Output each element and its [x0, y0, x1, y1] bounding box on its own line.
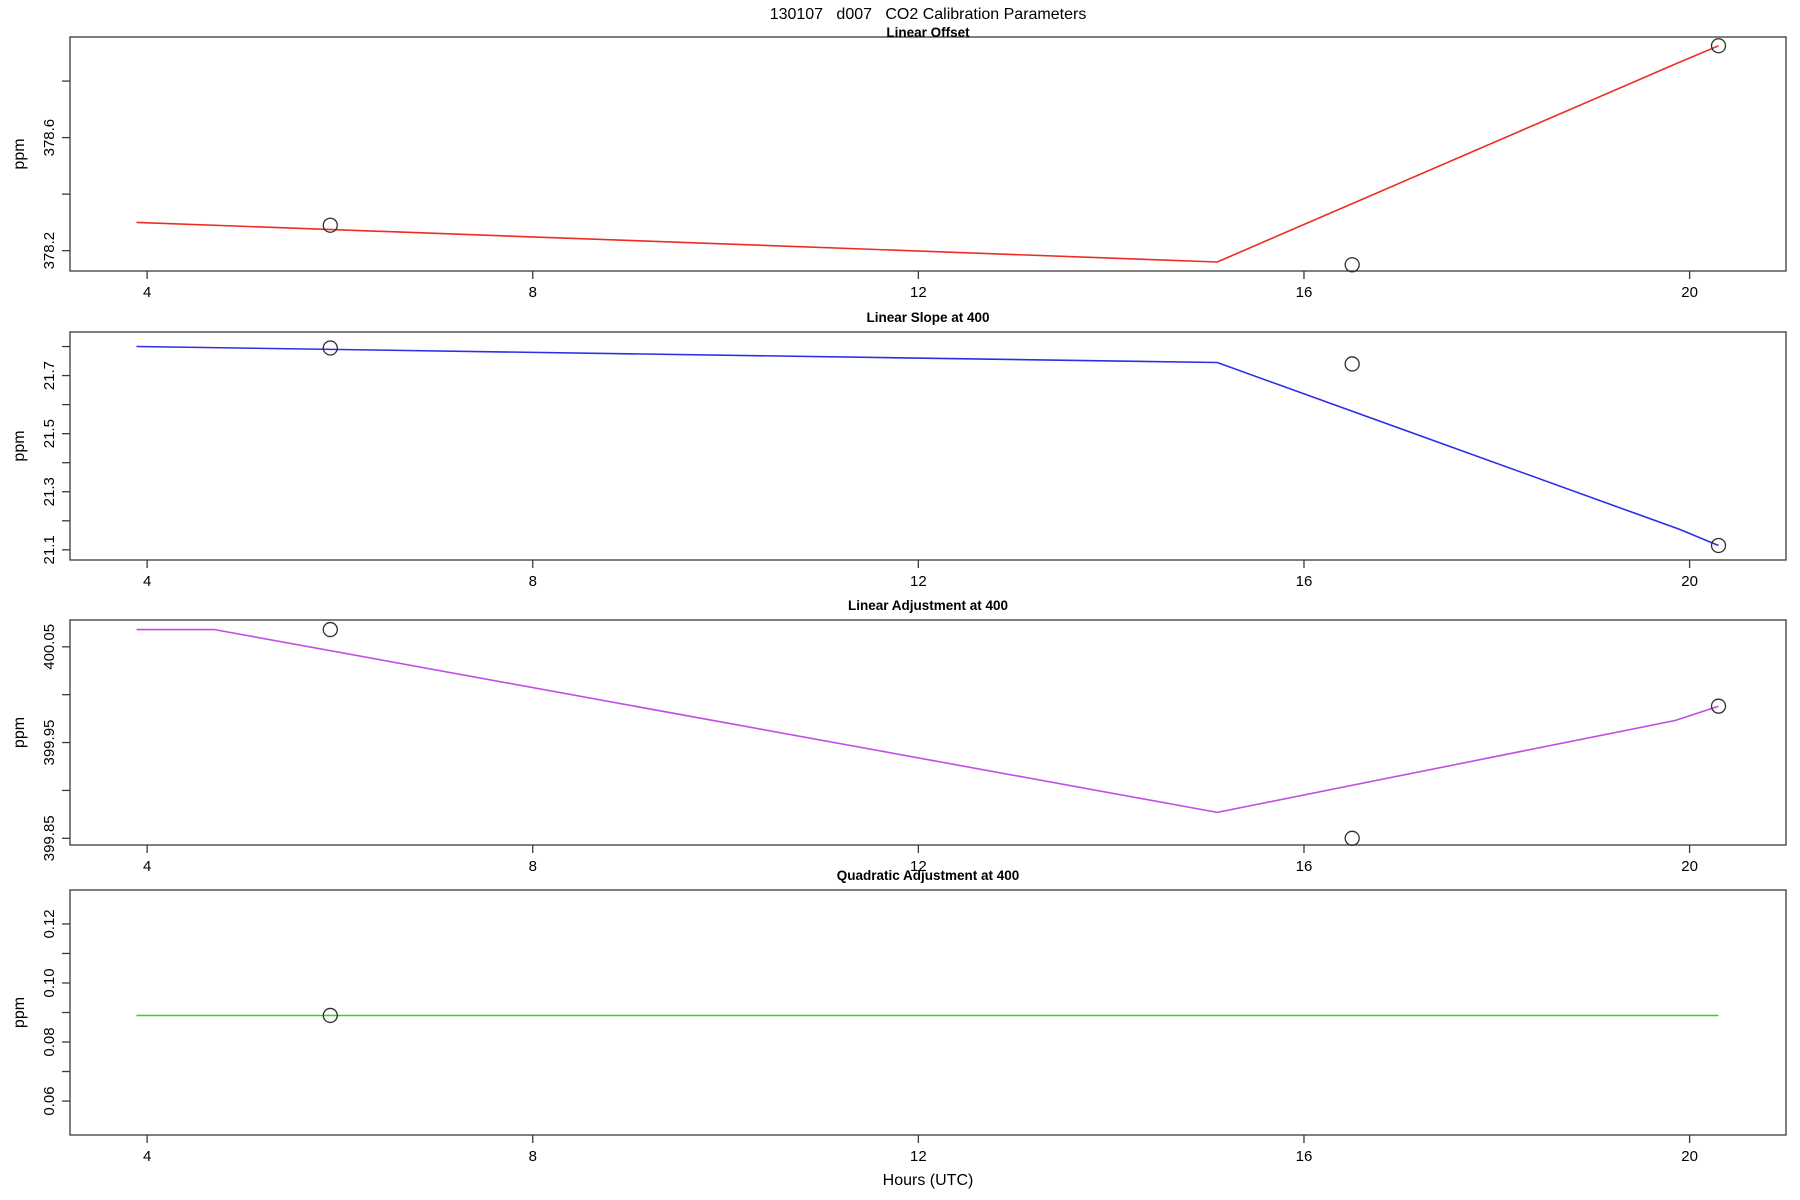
y-axis-tick-label: 400.05	[41, 624, 58, 670]
y-axis-title: ppm	[11, 717, 28, 748]
x-axis-tick-label: 16	[1296, 573, 1313, 590]
data-point-marker	[1710, 38, 1727, 54]
x-axis-tick-label: 8	[529, 1148, 537, 1165]
y-axis-tick-label: 0.10	[41, 968, 58, 997]
data-point-marker	[1710, 698, 1727, 714]
subplot-title: Quadratic Adjustment at 400	[836, 868, 1020, 883]
data-point-marker	[322, 1007, 338, 1024]
y-axis-tick-label: 378.2	[41, 232, 58, 270]
subplot-title: Linear Offset	[886, 25, 970, 40]
data-point-marker	[1344, 257, 1360, 273]
plot-box	[69, 619, 1787, 846]
series-line	[136, 345, 1719, 547]
x-axis-tick-label: 8	[529, 858, 537, 875]
x-axis-tick-label: 16	[1296, 1148, 1313, 1165]
x-axis-tick-label: 20	[1681, 284, 1698, 301]
quadratic-adjustment-plot-canvas: 0.06 0.08 0.10 0.12 ppm 4 8 12 16 20	[11, 889, 1787, 1165]
y-axis-tick-label: 0.06	[41, 1086, 58, 1115]
subplot-linear-adjustment: 399.85 399.95 400.05 ppm 4 8 12 16 20 Linear Adj…	[0, 598, 1800, 878]
y-axis-title: ppm	[11, 138, 28, 169]
y-axis-tick-label: 21.7	[41, 361, 58, 390]
subplot-quadratic-adjustment: 0.06 0.08 0.10 0.12 ppm 4 8 12 16 20 Quadratic Ad…	[0, 868, 1800, 1168]
subplot-title: Linear Slope at 400	[866, 310, 990, 325]
subplot-linear-offset: 378.2 378.6 ppm 4 8 12 16 20 Linear Offset	[0, 25, 1800, 305]
data-point-marker	[1710, 537, 1727, 554]
x-axis-tick-label: 4	[143, 1148, 151, 1165]
data-point-marker	[322, 621, 338, 638]
x-axis-tick-label: 12	[910, 1148, 927, 1165]
x-axis-tick-label: 16	[1296, 284, 1313, 301]
x-axis-tick-label: 8	[529, 284, 537, 301]
plot-box	[69, 36, 1787, 272]
x-axis-tick-label: 16	[1296, 858, 1313, 875]
x-axis-tick-label: 20	[1681, 1148, 1698, 1165]
data-point-marker	[322, 340, 338, 356]
linear-slope-plot-canvas: 21.1 21.3 21.5 21.7 ppm 4 8 12 16 20	[11, 331, 1787, 590]
series-line	[136, 628, 1719, 814]
subplot-title: Linear Adjustment at 400	[847, 598, 1009, 613]
x-axis-tick-label: 4	[143, 284, 151, 301]
y-axis-tick-label: 0.08	[41, 1027, 58, 1056]
x-axis-tick-label: 20	[1681, 573, 1698, 590]
page-title: 130107 d007 CO2 Calibration Parameters	[769, 6, 1087, 23]
x-axis-tick-label: 4	[143, 573, 151, 590]
plot-box	[69, 889, 1787, 1136]
data-point-marker	[1344, 356, 1360, 372]
y-axis-title: ppm	[11, 997, 28, 1028]
plot-box	[69, 331, 1787, 561]
y-axis-tick-label: 21.5	[41, 419, 58, 448]
x-axis-tick-label: 4	[143, 858, 151, 875]
y-axis-tick-label: 0.12	[41, 909, 58, 938]
series-line	[136, 45, 1719, 263]
x-axis-tick-label: 12	[910, 858, 927, 875]
y-axis-tick-label: 399.95	[41, 720, 58, 766]
data-point-marker	[322, 217, 338, 233]
y-axis-tick-label: 21.3	[41, 477, 58, 506]
subplot-linear-slope: 21.1 21.3 21.5 21.7 ppm 4 8 12 16 20 Linear Slope…	[0, 310, 1800, 595]
y-axis-tick-label: 378.6	[41, 119, 58, 157]
linear-adjustment-plot-canvas: 399.85 399.95 400.05 ppm 4 8 12 16 20	[11, 619, 1787, 875]
x-axis-tick-label: 12	[910, 573, 927, 590]
x-axis-label: Hours (UTC)	[882, 1172, 974, 1189]
y-axis-tick-label: 21.1	[41, 535, 58, 564]
linear-offset-plot-canvas: 378.2 378.6 ppm 4 8 12 16 20	[11, 36, 1787, 301]
y-axis-title: ppm	[11, 430, 28, 461]
x-axis-tick-label: 12	[910, 284, 927, 301]
x-axis-tick-label: 8	[529, 573, 537, 590]
x-axis-tick-label: 20	[1681, 858, 1698, 875]
y-axis-tick-label: 399.85	[41, 815, 58, 861]
data-point-marker	[1344, 830, 1360, 846]
